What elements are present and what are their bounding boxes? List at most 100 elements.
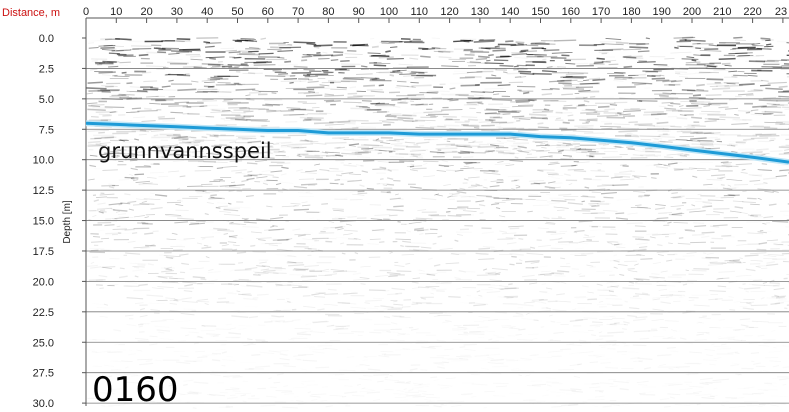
texture-stroke — [226, 324, 232, 325]
texture-stroke — [597, 184, 614, 187]
texture-stroke — [613, 123, 630, 126]
texture-stroke — [156, 145, 178, 149]
texture-stroke — [393, 117, 410, 119]
texture-stroke — [243, 343, 256, 347]
texture-stroke — [275, 284, 292, 287]
texture-stroke — [277, 74, 297, 77]
texture-stroke — [562, 108, 568, 111]
texture-stroke — [636, 253, 645, 256]
texture-stroke — [750, 352, 760, 354]
texture-stroke — [141, 120, 156, 122]
texture-stroke — [666, 346, 676, 349]
texture-stroke — [343, 138, 354, 140]
texture-stroke — [687, 44, 694, 45]
texture-stroke — [576, 148, 582, 151]
texture-stroke — [139, 129, 147, 132]
texture-stroke — [460, 150, 474, 153]
texture-stroke — [420, 55, 431, 58]
texture-stroke — [601, 183, 615, 187]
texture-stroke — [209, 57, 216, 60]
texture-stroke — [164, 73, 171, 76]
texture-stroke — [696, 333, 705, 336]
texture-stroke — [577, 104, 597, 107]
texture-stroke — [589, 155, 594, 158]
texture-stroke — [130, 176, 135, 179]
texture-stroke — [681, 89, 696, 92]
texture-stroke — [87, 178, 95, 181]
texture-stroke — [432, 242, 437, 245]
texture-stroke — [614, 71, 626, 74]
texture-stroke — [491, 74, 497, 77]
texture-stroke — [397, 117, 414, 120]
texture-stroke — [369, 238, 381, 240]
texture-stroke — [742, 283, 746, 285]
texture-stroke — [143, 198, 161, 201]
texture-stroke — [119, 267, 125, 270]
texture-stroke — [667, 221, 672, 224]
texture-stroke — [360, 319, 372, 320]
texture-stroke — [234, 269, 252, 271]
texture-stroke — [515, 41, 525, 44]
texture-stroke — [388, 41, 404, 44]
texture-stroke — [98, 71, 116, 74]
texture-stroke — [652, 298, 661, 301]
texture-stroke — [692, 94, 701, 97]
texture-stroke — [694, 340, 706, 341]
texture-stroke — [135, 198, 148, 201]
texture-stroke — [655, 207, 666, 210]
texture-stroke — [386, 113, 392, 116]
texture-stroke — [667, 336, 673, 339]
texture-stroke — [360, 144, 380, 147]
texture-stroke — [430, 377, 437, 378]
texture-stroke — [693, 131, 714, 134]
texture-stroke — [596, 162, 602, 165]
texture-stroke — [580, 343, 591, 344]
texture-stroke — [414, 227, 424, 230]
texture-stroke — [691, 143, 714, 146]
texture-stroke — [635, 278, 644, 281]
texture-stroke — [555, 117, 562, 120]
texture-stroke — [497, 111, 520, 113]
texture-stroke — [230, 310, 240, 313]
texture-stroke — [558, 237, 563, 240]
texture-stroke — [576, 161, 590, 164]
texture-stroke — [191, 80, 199, 83]
texture-stroke — [458, 334, 468, 335]
texture-stroke — [176, 74, 191, 77]
texture-stroke — [415, 126, 435, 129]
texture-stroke — [208, 279, 218, 282]
texture-stroke — [530, 246, 536, 249]
texture-stroke — [360, 265, 371, 268]
texture-stroke — [163, 267, 170, 270]
texture-stroke — [141, 201, 147, 203]
texture-stroke — [600, 191, 617, 195]
texture-stroke — [297, 333, 311, 336]
texture-stroke — [108, 65, 119, 68]
texture-stroke — [774, 294, 780, 298]
texture-stroke — [578, 220, 593, 223]
texture-stroke — [518, 258, 523, 262]
texture-stroke — [764, 343, 776, 344]
texture-stroke — [614, 322, 620, 325]
texture-stroke — [677, 153, 688, 156]
texture-stroke — [228, 235, 237, 239]
texture-stroke — [400, 245, 404, 247]
texture-stroke — [702, 205, 713, 208]
texture-stroke — [755, 265, 761, 268]
texture-stroke — [511, 109, 522, 113]
texture-stroke — [210, 335, 219, 336]
texture-stroke — [583, 318, 597, 319]
texture-stroke — [710, 225, 720, 228]
texture-stroke — [670, 196, 681, 199]
texture-stroke — [771, 66, 789, 69]
texture-stroke — [293, 208, 309, 211]
texture-stroke — [182, 105, 205, 108]
texture-stroke — [340, 242, 345, 245]
texture-stroke — [395, 87, 401, 89]
texture-stroke — [310, 331, 326, 333]
texture-stroke — [665, 296, 673, 298]
texture-stroke — [741, 169, 746, 171]
texture-stroke — [128, 173, 134, 176]
texture-stroke — [632, 154, 644, 157]
texture-stroke — [637, 50, 650, 53]
